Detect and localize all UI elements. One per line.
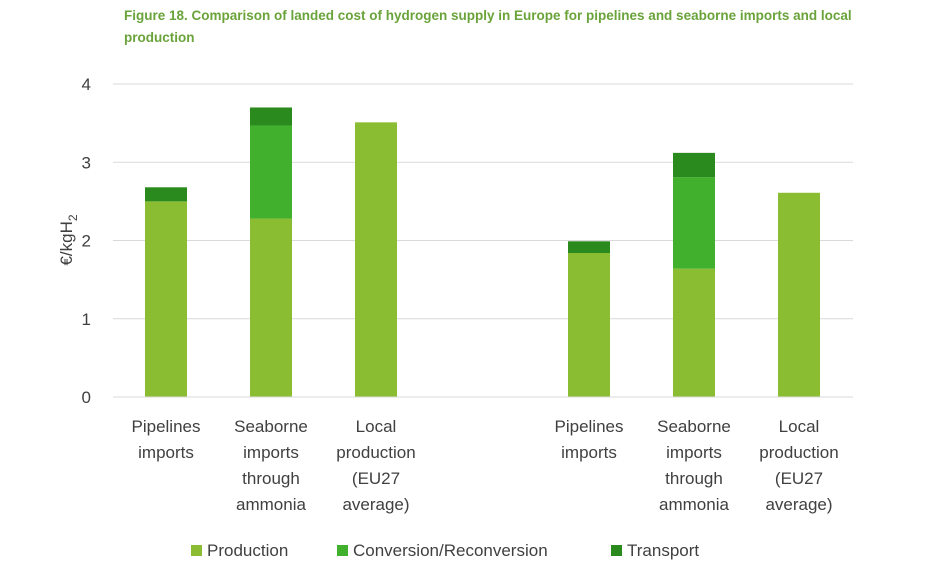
bar-segment-transport [250,107,292,126]
bar-segment-production [145,201,187,397]
bar-segment-transport [568,241,610,254]
legend-label: Conversion/Reconversion [353,541,548,560]
bar-segment-production [250,218,292,397]
bar-segment-conversion-reconversion [673,177,715,269]
legend-swatch [337,545,348,556]
y-tick-label: 0 [82,388,91,407]
legend-swatch [611,545,622,556]
y-axis-ticks: 0 1 2 3 4 [82,75,91,407]
y-axis-label: €/kgH2 [57,214,80,265]
bar-segment-transport [673,152,715,178]
bars [145,107,820,397]
legend-label: Transport [627,541,699,560]
bar-segment-production [568,253,610,397]
x-category-label: Local production (EU27 average) [336,417,415,514]
legend-label: Production [207,541,288,560]
legend-swatch [191,545,202,556]
y-tick-label: 3 [82,153,91,172]
x-category-label: Seaborne imports through ammonia [657,417,731,514]
gridlines [113,83,853,320]
bar-segment-production [673,268,715,397]
y-tick-label: 2 [82,232,91,251]
x-category-label: Seaborne imports through ammonia [234,417,308,514]
bar-segment-transport [145,187,187,202]
bar-segment-production [778,192,820,397]
legend: Production Conversion/Reconversion Transpo… [191,541,699,560]
x-category-label: Pipelines imports [555,417,624,462]
bar-segment-production [355,122,397,397]
y-axis-label-main: €/kgH [57,221,76,265]
bar-segment-conversion-reconversion [250,125,292,219]
y-tick-label: 4 [82,75,91,94]
y-axis-label-subscript: 2 [66,214,80,221]
figure-title: Figure 18. Comparison of landed cost of … [124,8,852,45]
y-tick-label: 1 [82,310,91,329]
x-axis-category-labels: Pipelines imports Seaborne imports through am… [132,417,839,514]
x-category-label: Local production (EU27 average) [759,417,838,514]
x-category-label: Pipelines imports [132,417,201,462]
